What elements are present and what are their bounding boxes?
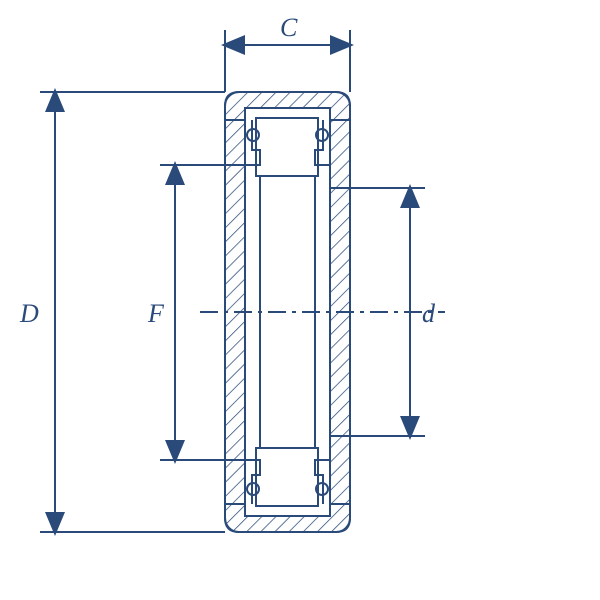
label-F: F	[147, 299, 165, 328]
label-d: d	[422, 299, 436, 328]
roller-bottom	[256, 448, 318, 506]
bearing-body	[200, 92, 445, 532]
label-C: C	[280, 13, 298, 42]
bearing-diagram: C D F d	[0, 0, 600, 600]
roller-top	[256, 118, 318, 176]
dimension-D	[40, 92, 225, 532]
label-D: D	[19, 299, 39, 328]
